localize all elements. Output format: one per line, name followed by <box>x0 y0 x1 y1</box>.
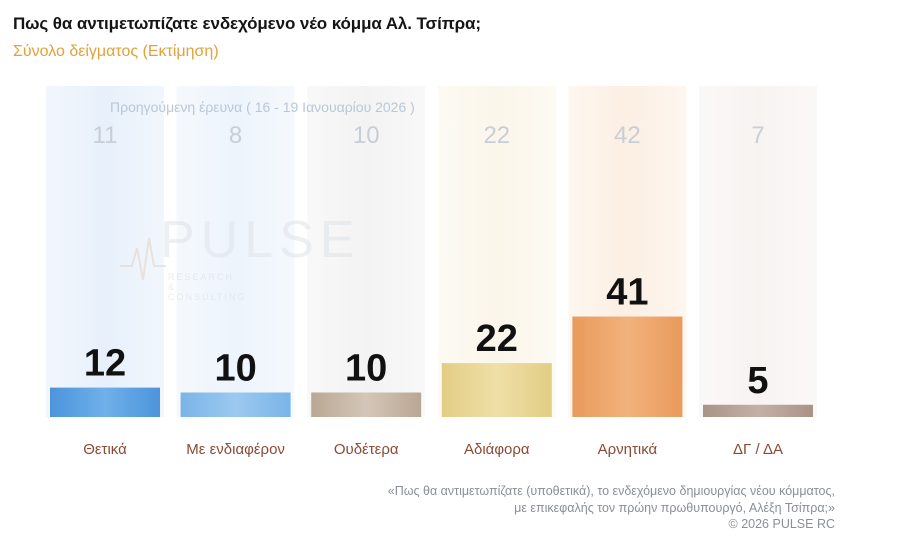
value-label-current: 10 <box>345 348 387 390</box>
value-label-current: 10 <box>214 348 256 390</box>
bar-current <box>50 387 160 417</box>
watermark-tagline: RESEARCH & CONSULTING <box>168 272 247 302</box>
category-label: Με ενδιαφέρον <box>186 441 285 458</box>
category-label: ΔΓ / ΔΑ <box>733 441 783 458</box>
bar-background-column <box>176 86 295 417</box>
value-label-current: 5 <box>747 360 768 402</box>
watermark-wordmark: PULSE <box>160 211 361 269</box>
bar-background-column <box>46 86 164 417</box>
bar-background-column <box>699 86 817 417</box>
bar-chart: 12 11 Θετικά 10 8 Με ενδιαφέρον 10 10 Ουδέτερα 22… <box>46 86 817 458</box>
value-label-current: 12 <box>84 343 126 385</box>
bar-background-column <box>307 86 426 417</box>
value-label-previous: 10 <box>353 122 380 149</box>
category-label: Αρνητικά <box>598 441 658 458</box>
bar-current <box>441 363 552 417</box>
value-label-previous: 22 <box>483 122 510 149</box>
bar-current <box>703 404 813 417</box>
value-label-previous: 7 <box>751 122 764 149</box>
footnote-line-2: με επικεφαλής τον πρώην πρωθυπουργό, Αλέ… <box>514 501 835 515</box>
bar-current <box>311 392 422 417</box>
bar-current <box>180 392 291 417</box>
value-label-previous: 8 <box>229 122 242 149</box>
value-label-current: 41 <box>606 272 648 314</box>
footnote-line-1: «Πως θα αντιμετωπίζατε (υποθετικά), το ε… <box>387 484 835 498</box>
chart-title: Πως θα αντιμετωπίζατε ενδεχόμενο νέο κόμ… <box>13 14 481 33</box>
value-label-current: 22 <box>476 318 518 360</box>
value-label-previous: 11 <box>93 122 118 149</box>
previous-survey-caption: Προηγούμενη έρευνα ( 16 - 19 Ιανουαρίου … <box>110 99 415 115</box>
category-label: Θετικά <box>83 441 127 458</box>
question-footnote: «Πως θα αντιμετωπίζατε (υποθετικά), το ε… <box>388 483 835 517</box>
heartbeat-logo-icon <box>120 237 166 281</box>
category-label: Ουδέτερα <box>334 441 399 458</box>
chart-subtitle: Σύνολο δείγματος (Εκτίμηση) <box>13 43 219 60</box>
bar-current <box>572 316 683 417</box>
copyright-notice: © 2026 PULSE RC <box>728 517 835 531</box>
value-label-previous: 42 <box>614 122 641 149</box>
category-label: Αδιάφορα <box>464 441 530 458</box>
bar-background-column <box>437 86 556 417</box>
